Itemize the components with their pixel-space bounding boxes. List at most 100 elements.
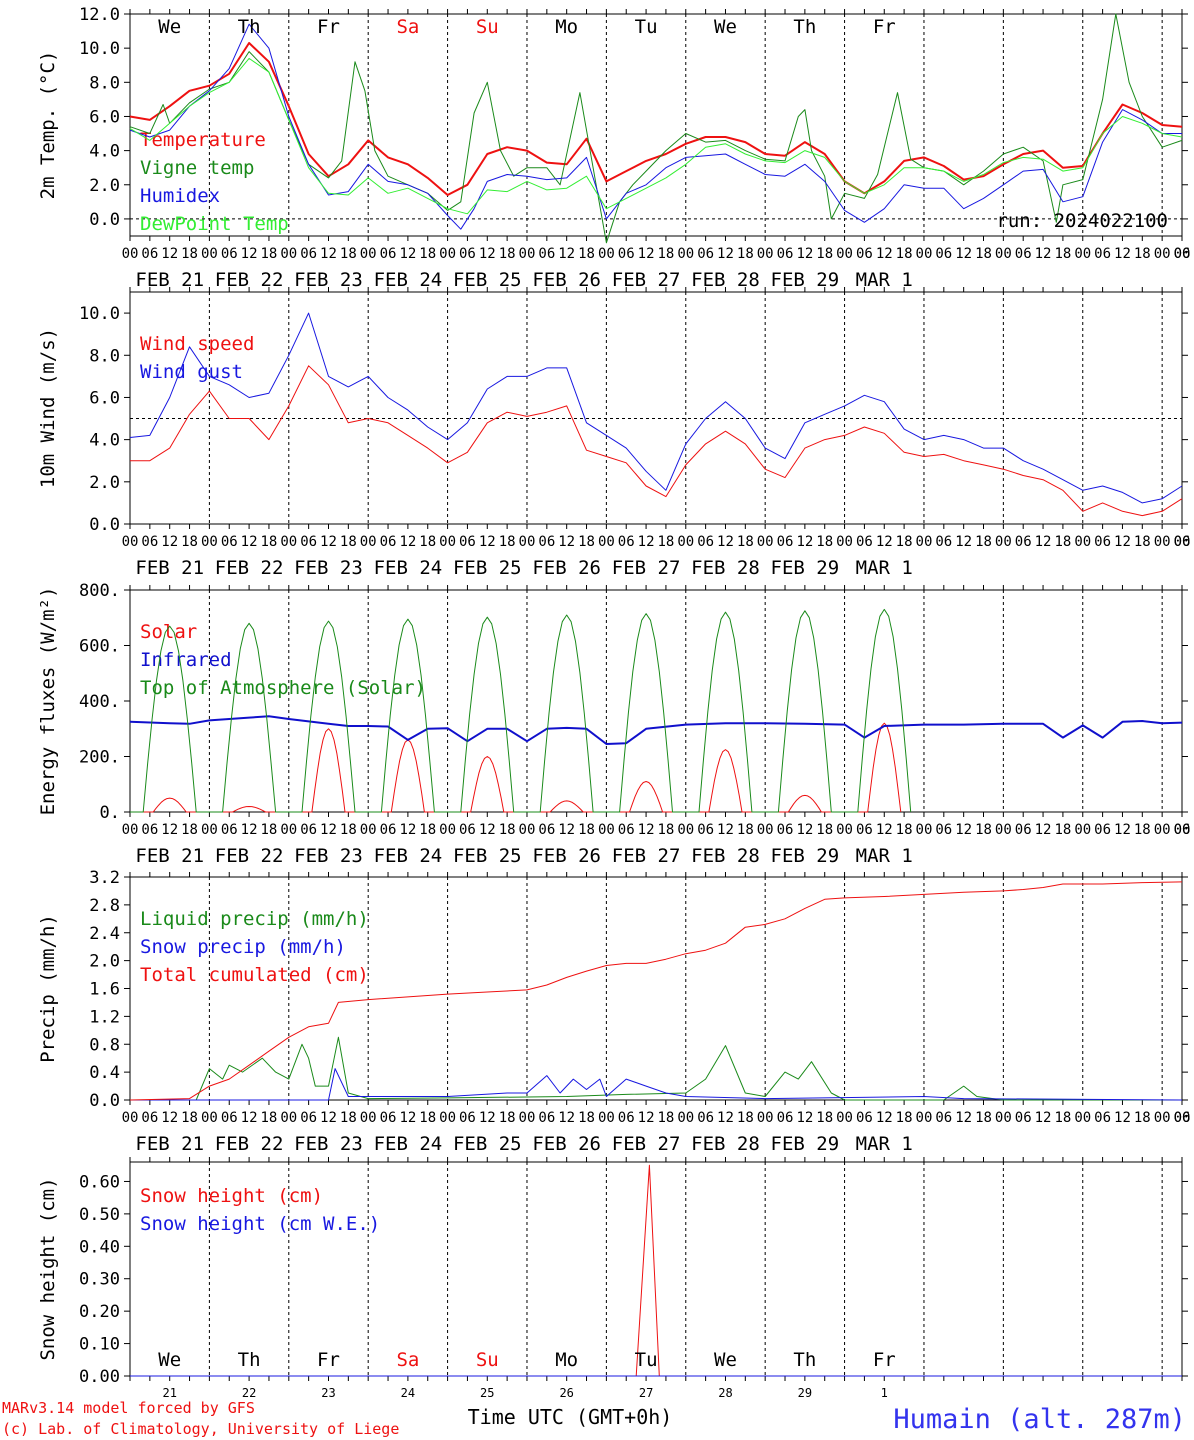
date-label: FEB 24	[374, 557, 443, 579]
y-tick-label: 1.2	[89, 1007, 120, 1027]
hour-tick-label: 00	[757, 1110, 774, 1126]
legend-entry: Liquid precip (mm/h)	[140, 908, 369, 930]
date-label: FEB 28	[691, 269, 760, 291]
hour-tick-label: 00	[1174, 822, 1191, 838]
hour-tick-label: 00	[122, 1110, 139, 1126]
hour-tick-label: 06	[1094, 246, 1111, 262]
date-label: FEB 27	[612, 845, 681, 867]
hour-tick-label: 06	[459, 246, 476, 262]
hour-tick-label: 06	[141, 534, 158, 550]
hour-tick-label: 00	[1154, 246, 1171, 262]
hour-tick-label: 00	[360, 534, 377, 550]
day-number-label: 25	[480, 1386, 494, 1400]
hour-tick-label: 06	[1174, 246, 1191, 262]
hour-tick-label: 12	[717, 822, 734, 838]
day-number-label: 23	[321, 1386, 335, 1400]
hour-tick-label: 00	[1074, 534, 1091, 550]
weekday-label-bottom: Mo	[555, 1349, 578, 1371]
y-tick-label: 3.2	[89, 868, 120, 888]
hour-tick-label: 18	[340, 822, 357, 838]
hour-tick-label: 00	[280, 1110, 297, 1126]
hour-tick-label: 00	[677, 822, 694, 838]
hour-tick-label: 12	[796, 1110, 813, 1126]
hour-tick-label: 12	[161, 246, 178, 262]
hour-tick-label: 18	[975, 822, 992, 838]
hour-tick-label: 00	[519, 246, 536, 262]
hour-tick-label: 18	[419, 534, 436, 550]
weekday-label-top: Mo	[555, 16, 578, 38]
hour-tick-label: 06	[1015, 822, 1032, 838]
y-tick-label: 2.0	[89, 952, 120, 972]
hour-tick-label: 06	[618, 246, 635, 262]
hour-tick-label: 00	[439, 1110, 456, 1126]
hour-tick-label: 18	[340, 534, 357, 550]
y-axis-label: 2m Temp. (°C)	[37, 51, 59, 200]
hour-tick-label: 06	[1015, 1110, 1032, 1126]
hour-tick-label: 00	[757, 246, 774, 262]
hour-tick-label: 12	[558, 1110, 575, 1126]
date-label: FEB 23	[294, 845, 363, 867]
hour-tick-label: 00	[519, 1110, 536, 1126]
weekday-label-top: Th	[238, 16, 261, 38]
hour-tick-label: 18	[181, 822, 198, 838]
hour-tick-label: 18	[896, 534, 913, 550]
hour-tick-label: 06	[618, 822, 635, 838]
date-label: FEB 22	[215, 269, 284, 291]
legend-entry: Infrared	[140, 649, 232, 671]
hour-tick-label: 18	[261, 246, 278, 262]
weekday-label-top: Su	[476, 16, 499, 38]
hour-tick-label: 12	[796, 534, 813, 550]
legend-entry: Wind gust	[140, 361, 243, 383]
hour-tick-label: 06	[1094, 1110, 1111, 1126]
day-number-label: 26	[559, 1386, 573, 1400]
y-axis-label: Precip (mm/h)	[37, 914, 59, 1063]
weekday-label-bottom: Sa	[396, 1349, 419, 1371]
series-line-2	[129, 715, 1183, 745]
hour-tick-label: 18	[181, 534, 198, 550]
credit-line-2: (c) Lab. of Climatology, University of L…	[2, 1420, 399, 1438]
hour-tick-label: 18	[499, 246, 516, 262]
hour-tick-label: 06	[221, 534, 238, 550]
y-tick-label: 4.0	[89, 142, 120, 162]
date-label: FEB 26	[532, 845, 601, 867]
date-label: FEB 29	[771, 1133, 840, 1155]
hour-tick-label: 00	[836, 246, 853, 262]
date-label: FEB 27	[612, 557, 681, 579]
hour-tick-label: 18	[340, 246, 357, 262]
date-label: FEB 21	[135, 845, 204, 867]
hour-tick-label: 00	[201, 822, 218, 838]
hour-tick-label: 00	[598, 534, 615, 550]
date-label: FEB 25	[453, 557, 522, 579]
y-tick-label: 12.0	[79, 5, 120, 25]
hour-tick-label: 18	[578, 1110, 595, 1126]
hour-tick-label: 06	[1174, 534, 1191, 550]
legend-entry: Snow precip (mm/h)	[140, 936, 346, 958]
date-label: FEB 22	[215, 845, 284, 867]
hour-tick-label: 12	[1035, 822, 1052, 838]
series-line-3	[130, 608, 912, 813]
hour-tick-label: 12	[955, 1110, 972, 1126]
hour-tick-label: 12	[717, 1110, 734, 1126]
panel-3: 800. 600. 400. 200. 0. Energy fluxes (W/m²) So…	[37, 581, 1190, 867]
hour-tick-label: 18	[1134, 822, 1151, 838]
hour-tick-label: 06	[538, 246, 555, 262]
hour-tick-label: 00	[280, 822, 297, 838]
day-number-label: 22	[242, 1386, 256, 1400]
weekday-label-bottom: Th	[238, 1349, 261, 1371]
panel-2: 10.0 8.0 6.0 4.0 2.0 0.0 10m Wind (m/s) Wind sp…	[37, 287, 1190, 579]
weekday-label-bottom: Fr	[317, 1349, 340, 1371]
hour-tick-label: 06	[459, 1110, 476, 1126]
hour-tick-label: 06	[380, 1110, 397, 1126]
hour-tick-label: 18	[737, 246, 754, 262]
date-label: FEB 25	[453, 845, 522, 867]
hour-tick-label: 06	[221, 1110, 238, 1126]
hour-tick-label: 06	[300, 246, 317, 262]
hour-tick-label: 00	[757, 822, 774, 838]
legend-entry: Temperature	[140, 129, 266, 151]
legend-entry: Snow height (cm)	[140, 1185, 323, 1207]
hour-tick-label: 18	[975, 246, 992, 262]
x-axis-label: Time UTC (GMT+0h)	[468, 1405, 673, 1429]
series-line-4	[129, 57, 1183, 215]
hour-tick-label: 12	[479, 1110, 496, 1126]
